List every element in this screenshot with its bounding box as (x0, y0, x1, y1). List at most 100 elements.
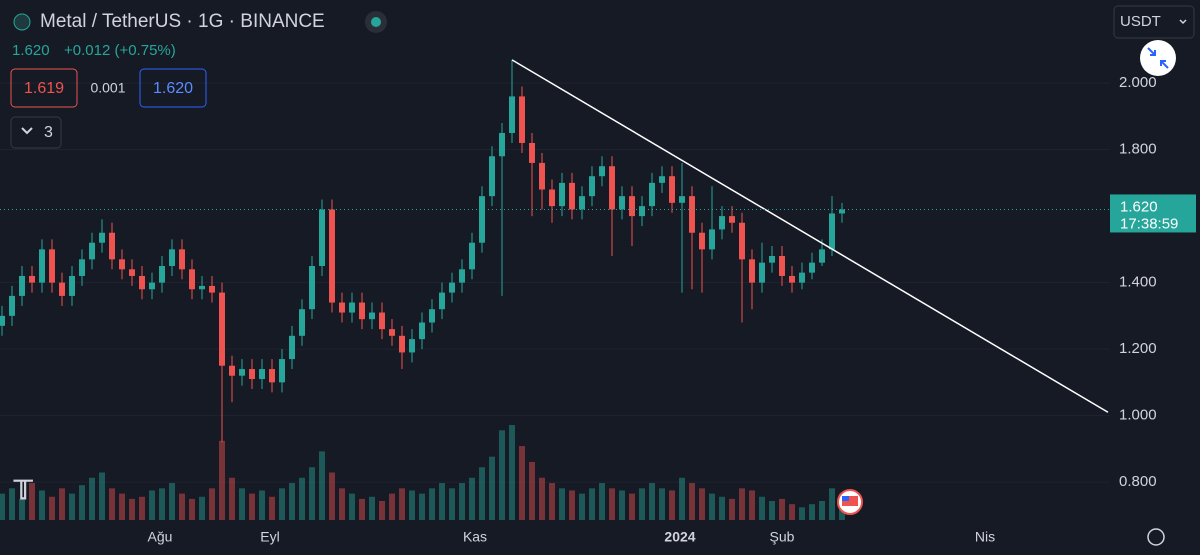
volume-bar (589, 488, 595, 520)
volume-bar (659, 488, 665, 520)
volume-bar (509, 425, 515, 520)
volume-bar (79, 485, 85, 520)
candle-body (299, 309, 305, 336)
collapse-button[interactable] (1140, 40, 1176, 76)
volume-bar (779, 498, 785, 520)
candle-body (149, 282, 155, 290)
settings-button[interactable] (1147, 528, 1165, 546)
y-tick-label: 2.000 (1119, 74, 1157, 91)
volume-bar (639, 488, 645, 520)
volume-bar (729, 498, 735, 520)
candle-body (779, 256, 785, 276)
candle-body (369, 312, 375, 320)
volume-bar (559, 488, 565, 520)
candle-body (679, 196, 685, 203)
volume-bar (319, 451, 325, 520)
indicators-toggle[interactable] (10, 116, 62, 149)
candle-body (199, 285, 205, 290)
volume-bar (499, 430, 505, 520)
plot (0, 59, 1110, 520)
candle-body (729, 216, 735, 223)
volume-bar (489, 456, 495, 520)
volume-bar (89, 477, 95, 520)
candle-body (419, 322, 425, 340)
buy-button[interactable] (139, 68, 207, 108)
volume-bar (259, 490, 265, 520)
candle-body (499, 132, 505, 157)
volume-bar (149, 490, 155, 520)
candle-body (289, 335, 295, 360)
candle-body (159, 265, 165, 283)
volume-bar (59, 488, 65, 520)
candle-body (389, 329, 395, 336)
candle-body (659, 176, 665, 183)
candle-body (259, 369, 265, 380)
spread: 0.001 (90, 80, 125, 96)
volume-bar (409, 490, 415, 520)
volume-bar (479, 467, 485, 520)
y-tick-label: 1.000 (1119, 407, 1157, 424)
flag-canton (842, 496, 849, 501)
candle-body (749, 259, 755, 283)
candle-body (89, 242, 95, 260)
volume-bar (749, 490, 755, 520)
candle-body (339, 302, 345, 313)
candle-body (739, 222, 745, 260)
volume-bar (329, 472, 335, 520)
volume-bar (369, 496, 375, 520)
volume-bar (539, 477, 545, 520)
volume-bar (519, 446, 525, 520)
currency-select[interactable] (1113, 5, 1195, 39)
x-tick-label: Şub (770, 529, 795, 545)
candle-body (9, 295, 15, 316)
symbol-title: Metal / TetherUS · 1G · BINANCE (40, 11, 325, 32)
volume-bar (289, 483, 295, 520)
volume-bar (249, 493, 255, 520)
volume-bar (209, 488, 215, 520)
candle-body (589, 176, 595, 197)
candle-body (579, 196, 585, 210)
volume-bar (99, 472, 105, 520)
volume-bar (459, 483, 465, 520)
volume-bar (0, 493, 5, 520)
volume-bar (789, 504, 795, 520)
candle-body (839, 209, 845, 214)
volume-bar (9, 488, 15, 520)
chevron (21, 127, 33, 135)
candle-body (649, 182, 655, 207)
candle-body (519, 96, 525, 143)
bid: 1.619 (24, 80, 64, 97)
candle-body (309, 265, 315, 310)
price-change: +0.012 (+0.75%) (64, 42, 176, 59)
x-tick-label: Eyl (260, 529, 279, 545)
candle-body (379, 312, 385, 330)
candle-body (829, 213, 835, 250)
candle-body (569, 182, 575, 210)
volume-bar (129, 498, 135, 520)
candle-body (0, 315, 5, 326)
candle-body (279, 359, 285, 383)
candle-body (809, 262, 815, 273)
y-tick-label: 1.800 (1119, 141, 1157, 158)
candle-body (819, 249, 825, 263)
volume-bar (19, 498, 25, 520)
ask: 1.620 (153, 80, 193, 97)
candle-body (609, 166, 615, 210)
volume-bar (359, 498, 365, 520)
candle-body (139, 275, 145, 290)
symbol-icon (13, 13, 31, 31)
candle-body (619, 196, 625, 210)
candle-body (449, 282, 455, 293)
candle-body (169, 249, 175, 266)
candle-body (759, 262, 765, 283)
candle-body (209, 285, 215, 293)
tv-logo: 𝕋 (13, 475, 33, 505)
candle-body (509, 96, 515, 133)
volume-bar (799, 507, 805, 520)
candle-body (399, 335, 405, 353)
candle-body (39, 249, 45, 283)
candle-body (429, 309, 435, 323)
sell-button[interactable] (10, 68, 78, 108)
candle-body (319, 209, 325, 266)
